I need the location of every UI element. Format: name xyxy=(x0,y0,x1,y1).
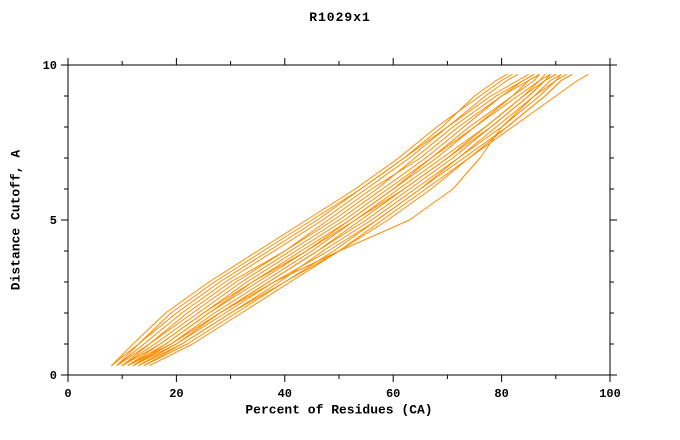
model-curve-3 xyxy=(121,73,535,367)
x-axis-label: Percent of Residues (CA) xyxy=(245,402,433,418)
y-tick-label: 10 xyxy=(43,59,57,73)
model-curve-11 xyxy=(149,73,589,367)
x-tick-label: 20 xyxy=(169,387,183,401)
chart-title: R1029x1 xyxy=(309,10,371,25)
x-tick-label: 80 xyxy=(494,387,508,401)
x-tick-label: 60 xyxy=(386,387,400,401)
model-curve-16 xyxy=(138,73,567,367)
model-curve-19 xyxy=(132,73,562,367)
y-tick-label: 0 xyxy=(50,369,57,383)
model-curve-1 xyxy=(111,73,513,367)
x-tick-label: 0 xyxy=(64,387,71,401)
model-curve-13 xyxy=(116,73,535,367)
x-tick-label: 40 xyxy=(278,387,292,401)
model-curve-15 xyxy=(127,73,557,367)
model-curve-17 xyxy=(132,73,551,367)
model-curve-20 xyxy=(116,73,508,367)
y-tick-label: 5 xyxy=(50,214,57,228)
model-curve-4 xyxy=(121,73,540,367)
x-tick-label: 100 xyxy=(599,387,621,401)
model-curve-14 xyxy=(121,73,540,367)
model-curve-7 xyxy=(132,73,551,367)
model-curve-18 xyxy=(143,73,573,367)
model-curve-2 xyxy=(116,73,529,367)
model-curve-12 xyxy=(111,73,519,367)
